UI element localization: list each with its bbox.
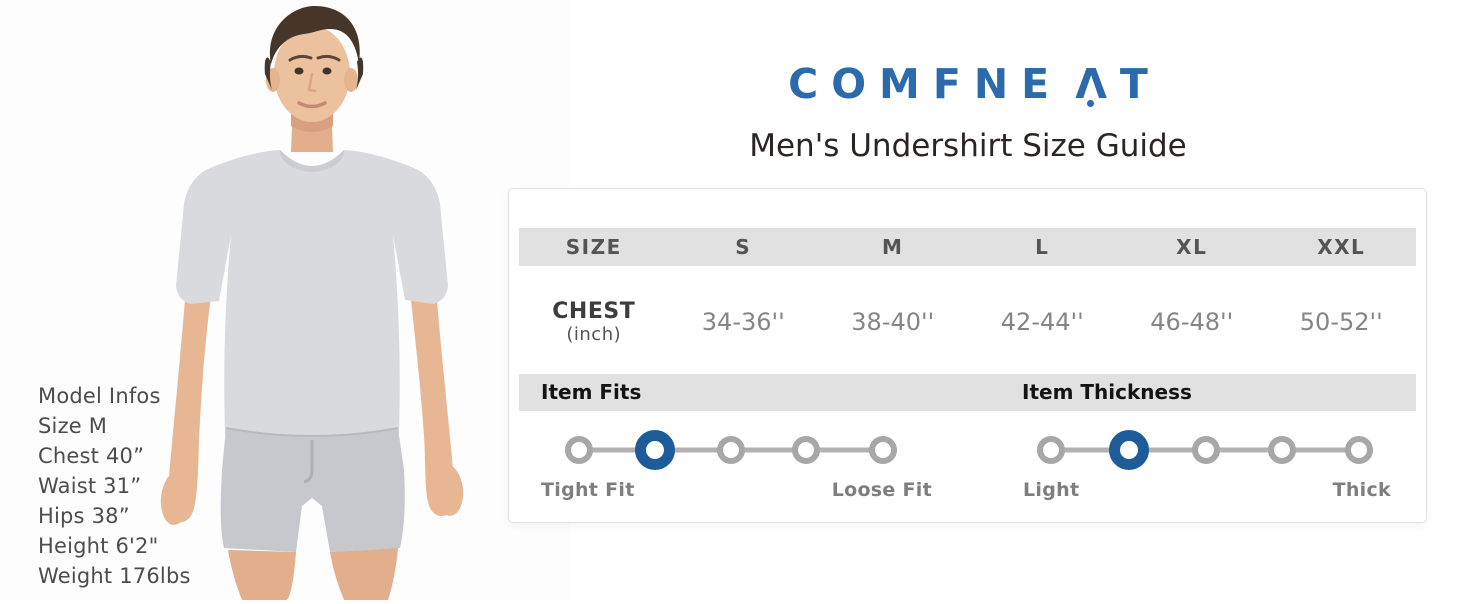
chest-value: 42-44'' <box>1000 308 1084 336</box>
fit-scale-dot <box>565 436 593 464</box>
model-info-line: Size M <box>38 414 108 438</box>
size-header-cell: XL <box>1176 235 1208 259</box>
page-title: Men's Undershirt Size Guide <box>749 128 1187 164</box>
chest-value: 38-40'' <box>851 308 935 336</box>
fit-scale-dot <box>869 436 897 464</box>
thickness-scale-dot <box>1345 436 1373 464</box>
fit-scale-dot <box>717 436 745 464</box>
size-header-cell: XXL <box>1317 235 1366 259</box>
thickness-scale-dot <box>1037 436 1065 464</box>
model-info-line: Height 6'2" <box>38 534 159 558</box>
model-info-line: Model Infos <box>38 384 161 408</box>
model-photo: Model Infos Size M Chest 40” Waist 31” H… <box>0 0 570 600</box>
loose-fit-label: Loose Fit <box>831 479 932 501</box>
model-info-line: Weight 176lbs <box>38 564 191 588</box>
thickness-scale <box>1037 428 1373 472</box>
model-info-line: Chest 40” <box>38 444 145 468</box>
chest-row: CHEST (inch) 34-36'' 38-40'' 42-44'' 46-… <box>519 277 1416 367</box>
fit-scale-dot <box>792 436 820 464</box>
chest-label: CHEST <box>552 298 636 324</box>
size-guide-panel: SIZE S M L XL XXL CHEST (inch) 34-36'' 3… <box>508 188 1427 523</box>
size-header-cell: M <box>882 235 904 259</box>
light-label: Light <box>1023 479 1080 501</box>
section-label-bar: Item Fits Item Thickness <box>519 374 1416 411</box>
brand-logo-letter-a: Λ <box>1062 60 1120 108</box>
fit-scale-dot <box>635 430 675 470</box>
item-thickness-label: Item Thickness <box>1022 380 1192 404</box>
model-info-block: Model Infos Size M Chest 40” Waist 31” H… <box>38 381 191 591</box>
brand-logo-text: T <box>1119 60 1161 108</box>
fit-scale-labels: Tight Fit Loose Fit <box>541 479 932 501</box>
model-info-line: Hips 38” <box>38 504 130 528</box>
size-header-cell: SIZE <box>565 235 622 259</box>
thickness-scale-dot <box>1109 430 1149 470</box>
chest-value: 46-48'' <box>1150 308 1234 336</box>
model-info-line: Waist 31” <box>38 474 142 498</box>
model-illustration <box>0 0 570 600</box>
brand-logo: COMFNE ΛT <box>508 60 1428 108</box>
tight-fit-label: Tight Fit <box>541 479 635 501</box>
chest-value: 50-52'' <box>1299 308 1383 336</box>
item-fits-label: Item Fits <box>541 380 642 404</box>
size-header-cell: S <box>735 235 752 259</box>
fit-scale <box>565 428 897 472</box>
size-table-header-row: SIZE S M L XL XXL <box>519 228 1416 266</box>
thickness-scale-dot <box>1192 436 1220 464</box>
thickness-scale-dot <box>1268 436 1296 464</box>
chest-value: 34-36'' <box>701 308 785 336</box>
thickness-scale-labels: Light Thick <box>1023 479 1391 501</box>
brand-logo-text: COMFNE <box>788 60 1063 108</box>
size-header-cell: L <box>1035 235 1050 259</box>
chest-row-label: CHEST (inch) <box>519 298 669 345</box>
thick-label: Thick <box>1332 479 1391 501</box>
chest-unit: (inch) <box>566 323 622 345</box>
